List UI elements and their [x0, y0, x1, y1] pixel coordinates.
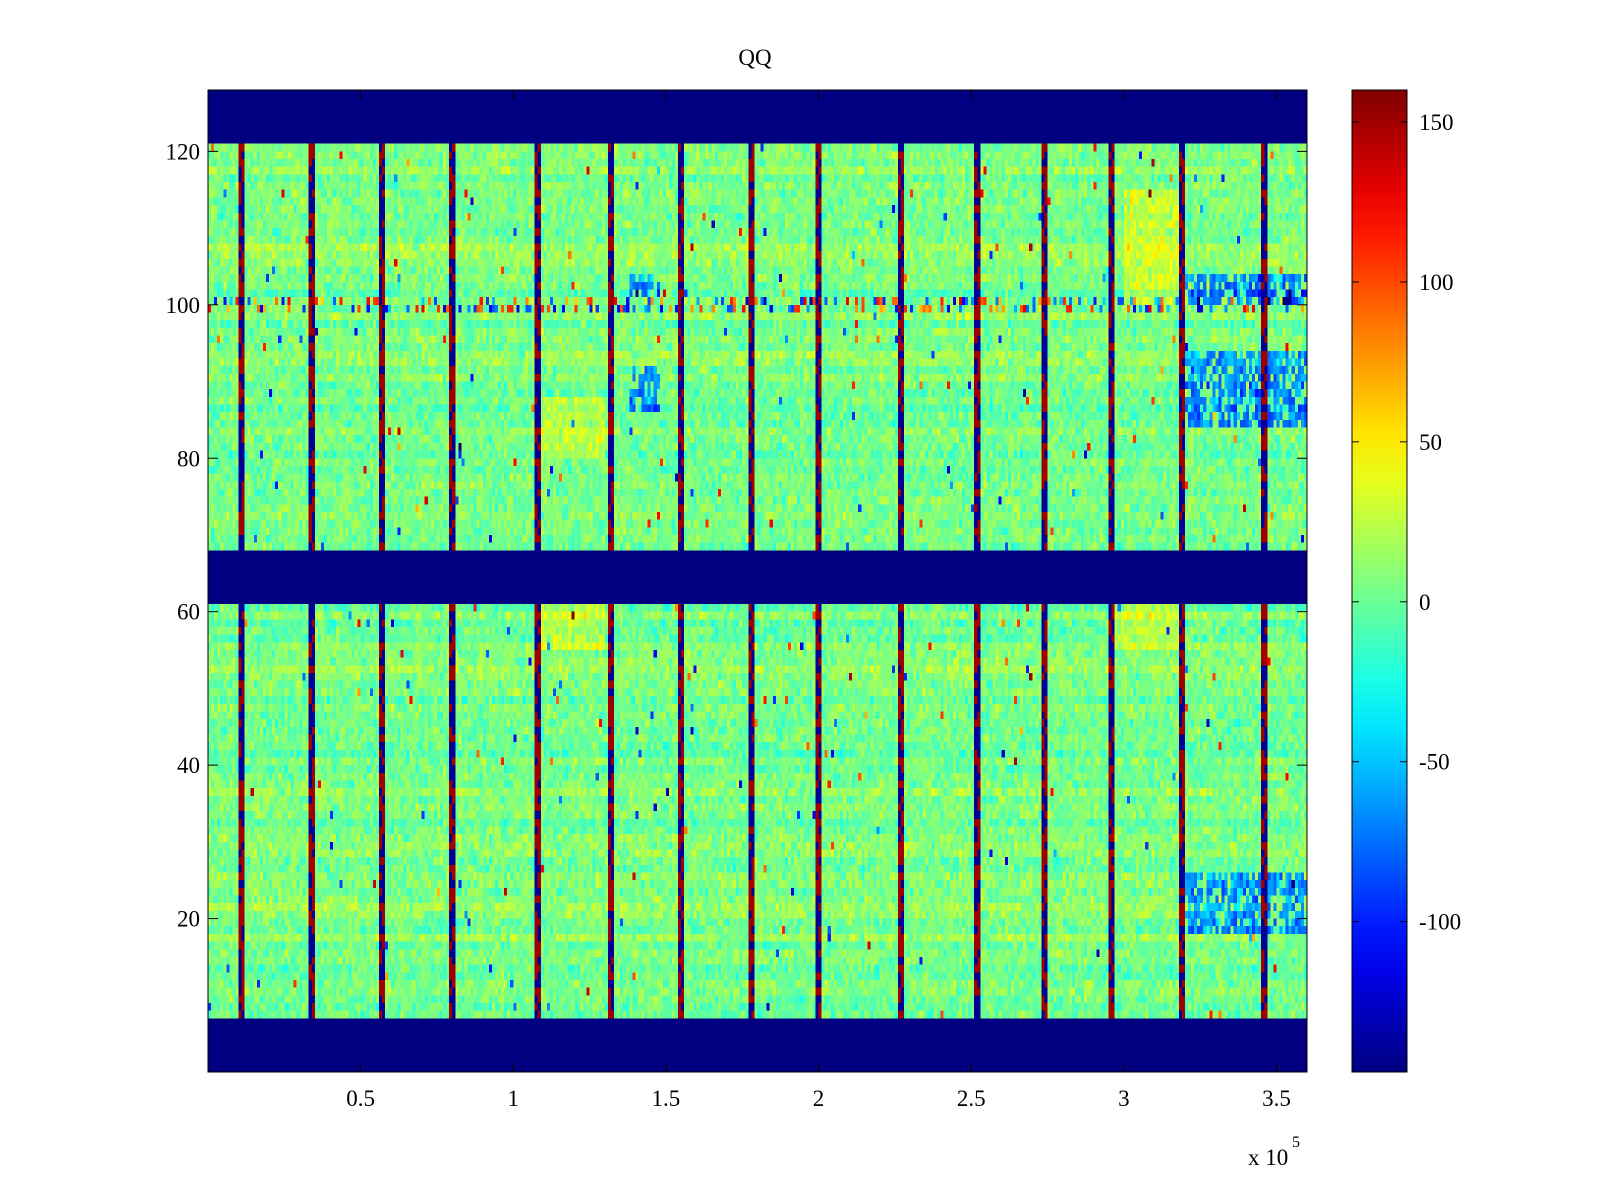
colorbar [1351, 89, 1408, 1073]
y-axis: 20 40 60 80 100 120 [166, 139, 1307, 932]
colorbar-tick-label: 100 [1419, 270, 1454, 295]
chart-title: QQ [738, 45, 772, 70]
colorbar-axis: -100 -50 0 50 100 150 [1352, 110, 1461, 935]
x-tick-label: 0.5 [346, 1086, 375, 1111]
y-tick-label: 20 [177, 907, 200, 932]
y-tick-label: 120 [166, 139, 201, 164]
plot-frame [207, 89, 1308, 1073]
x-tick-label: 1 [508, 1086, 520, 1111]
x-exponent-power: 5 [1292, 1134, 1300, 1151]
colorbar-tick-label: 50 [1419, 430, 1442, 455]
colorbar-tick-label: -100 [1419, 910, 1461, 935]
y-tick-label: 100 [166, 293, 201, 318]
colorbar-tick-label: 150 [1419, 110, 1454, 135]
x-tick-label: 1.5 [652, 1086, 681, 1111]
x-tick-label: 2 [813, 1086, 825, 1111]
x-tick-label: 2.5 [957, 1086, 986, 1111]
y-tick-label: 80 [177, 446, 200, 471]
x-exponent-base: x 10 [1248, 1145, 1288, 1170]
heatmap-plot-area [208, 90, 1307, 1072]
colorbar-tick-label: -50 [1419, 750, 1450, 775]
x-tick-label: 3 [1118, 1086, 1130, 1111]
heatmap-cells [208, 90, 1307, 1072]
x-axis: 0.5 1 1.5 2 2.5 3 3.5 [346, 90, 1291, 1111]
x-axis-exponent-label: x 10 5 [1248, 1134, 1300, 1170]
x-tick-label: 3.5 [1262, 1086, 1291, 1111]
y-tick-label: 60 [177, 600, 200, 625]
y-tick-label: 40 [177, 753, 200, 778]
colorbar-tick-label: 0 [1419, 590, 1431, 615]
